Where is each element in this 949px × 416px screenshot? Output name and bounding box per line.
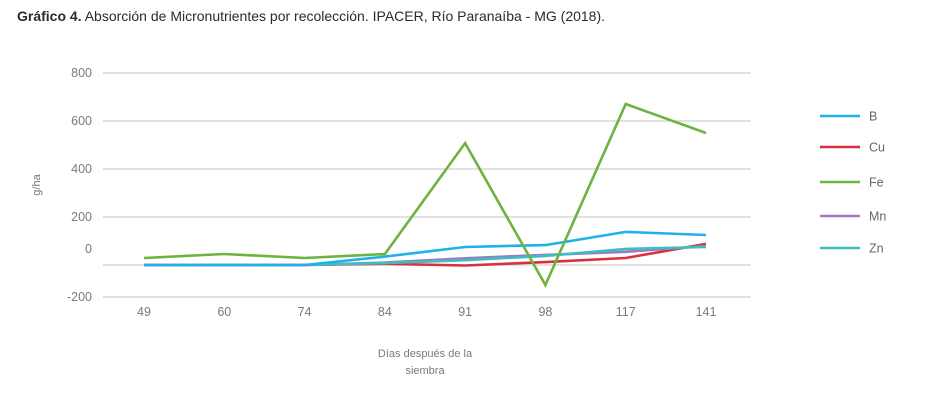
x-tick-label: 117: [616, 305, 636, 319]
x-tick-label: 84: [378, 305, 392, 319]
x-tick-label: 60: [217, 305, 231, 319]
figure-caption: Gráfico 4. Absorción de Micronutrientes …: [17, 8, 605, 24]
series-line-b: [144, 230, 707, 267]
series-line-zn: [144, 245, 707, 267]
y-tick-label: 200: [71, 210, 92, 224]
legend: B Cu Fe Mn Zn: [820, 110, 886, 256]
gridlines: [103, 72, 751, 298]
caption-text: Absorción de Micronutrientes por recolec…: [81, 8, 606, 24]
series-line-fe: [143, 102, 707, 288]
legend-item-b: B: [820, 110, 877, 124]
legend-label: Zn: [869, 242, 884, 256]
x-axis-title-line-1: Días después de la: [378, 348, 473, 360]
y-tick-label: 400: [71, 162, 92, 176]
y-tick-label: 0: [85, 242, 92, 256]
caption-label: Gráfico 4.: [17, 8, 82, 24]
legend-label: Mn: [869, 210, 886, 224]
legend-label: Cu: [869, 141, 885, 155]
legend-item-zn: Zn: [820, 242, 884, 256]
legend-item-fe: Fe: [820, 176, 884, 190]
y-tick-label: 800: [71, 66, 92, 80]
x-tick-label: 91: [458, 305, 472, 319]
legend-item-mn: Mn: [820, 210, 886, 224]
x-axis-title-line-2: siembra: [405, 365, 445, 377]
x-axis-ticks: 49 60 74 84 91 98 117 141: [137, 305, 716, 319]
legend-label: B: [869, 110, 877, 124]
x-tick-label: 49: [137, 305, 151, 319]
y-axis-title: g/ha: [31, 173, 43, 195]
series-lines: [143, 102, 707, 288]
y-axis-ticks: 800 600 400 200 0 -200: [67, 66, 92, 304]
x-tick-label: 74: [298, 305, 312, 319]
y-tick-label: 600: [71, 114, 92, 128]
y-tick-label: -200: [67, 290, 92, 304]
legend-item-cu: Cu: [820, 141, 885, 155]
legend-label: Fe: [869, 176, 884, 190]
x-tick-label: 98: [538, 305, 552, 319]
x-tick-label: 141: [696, 305, 717, 319]
